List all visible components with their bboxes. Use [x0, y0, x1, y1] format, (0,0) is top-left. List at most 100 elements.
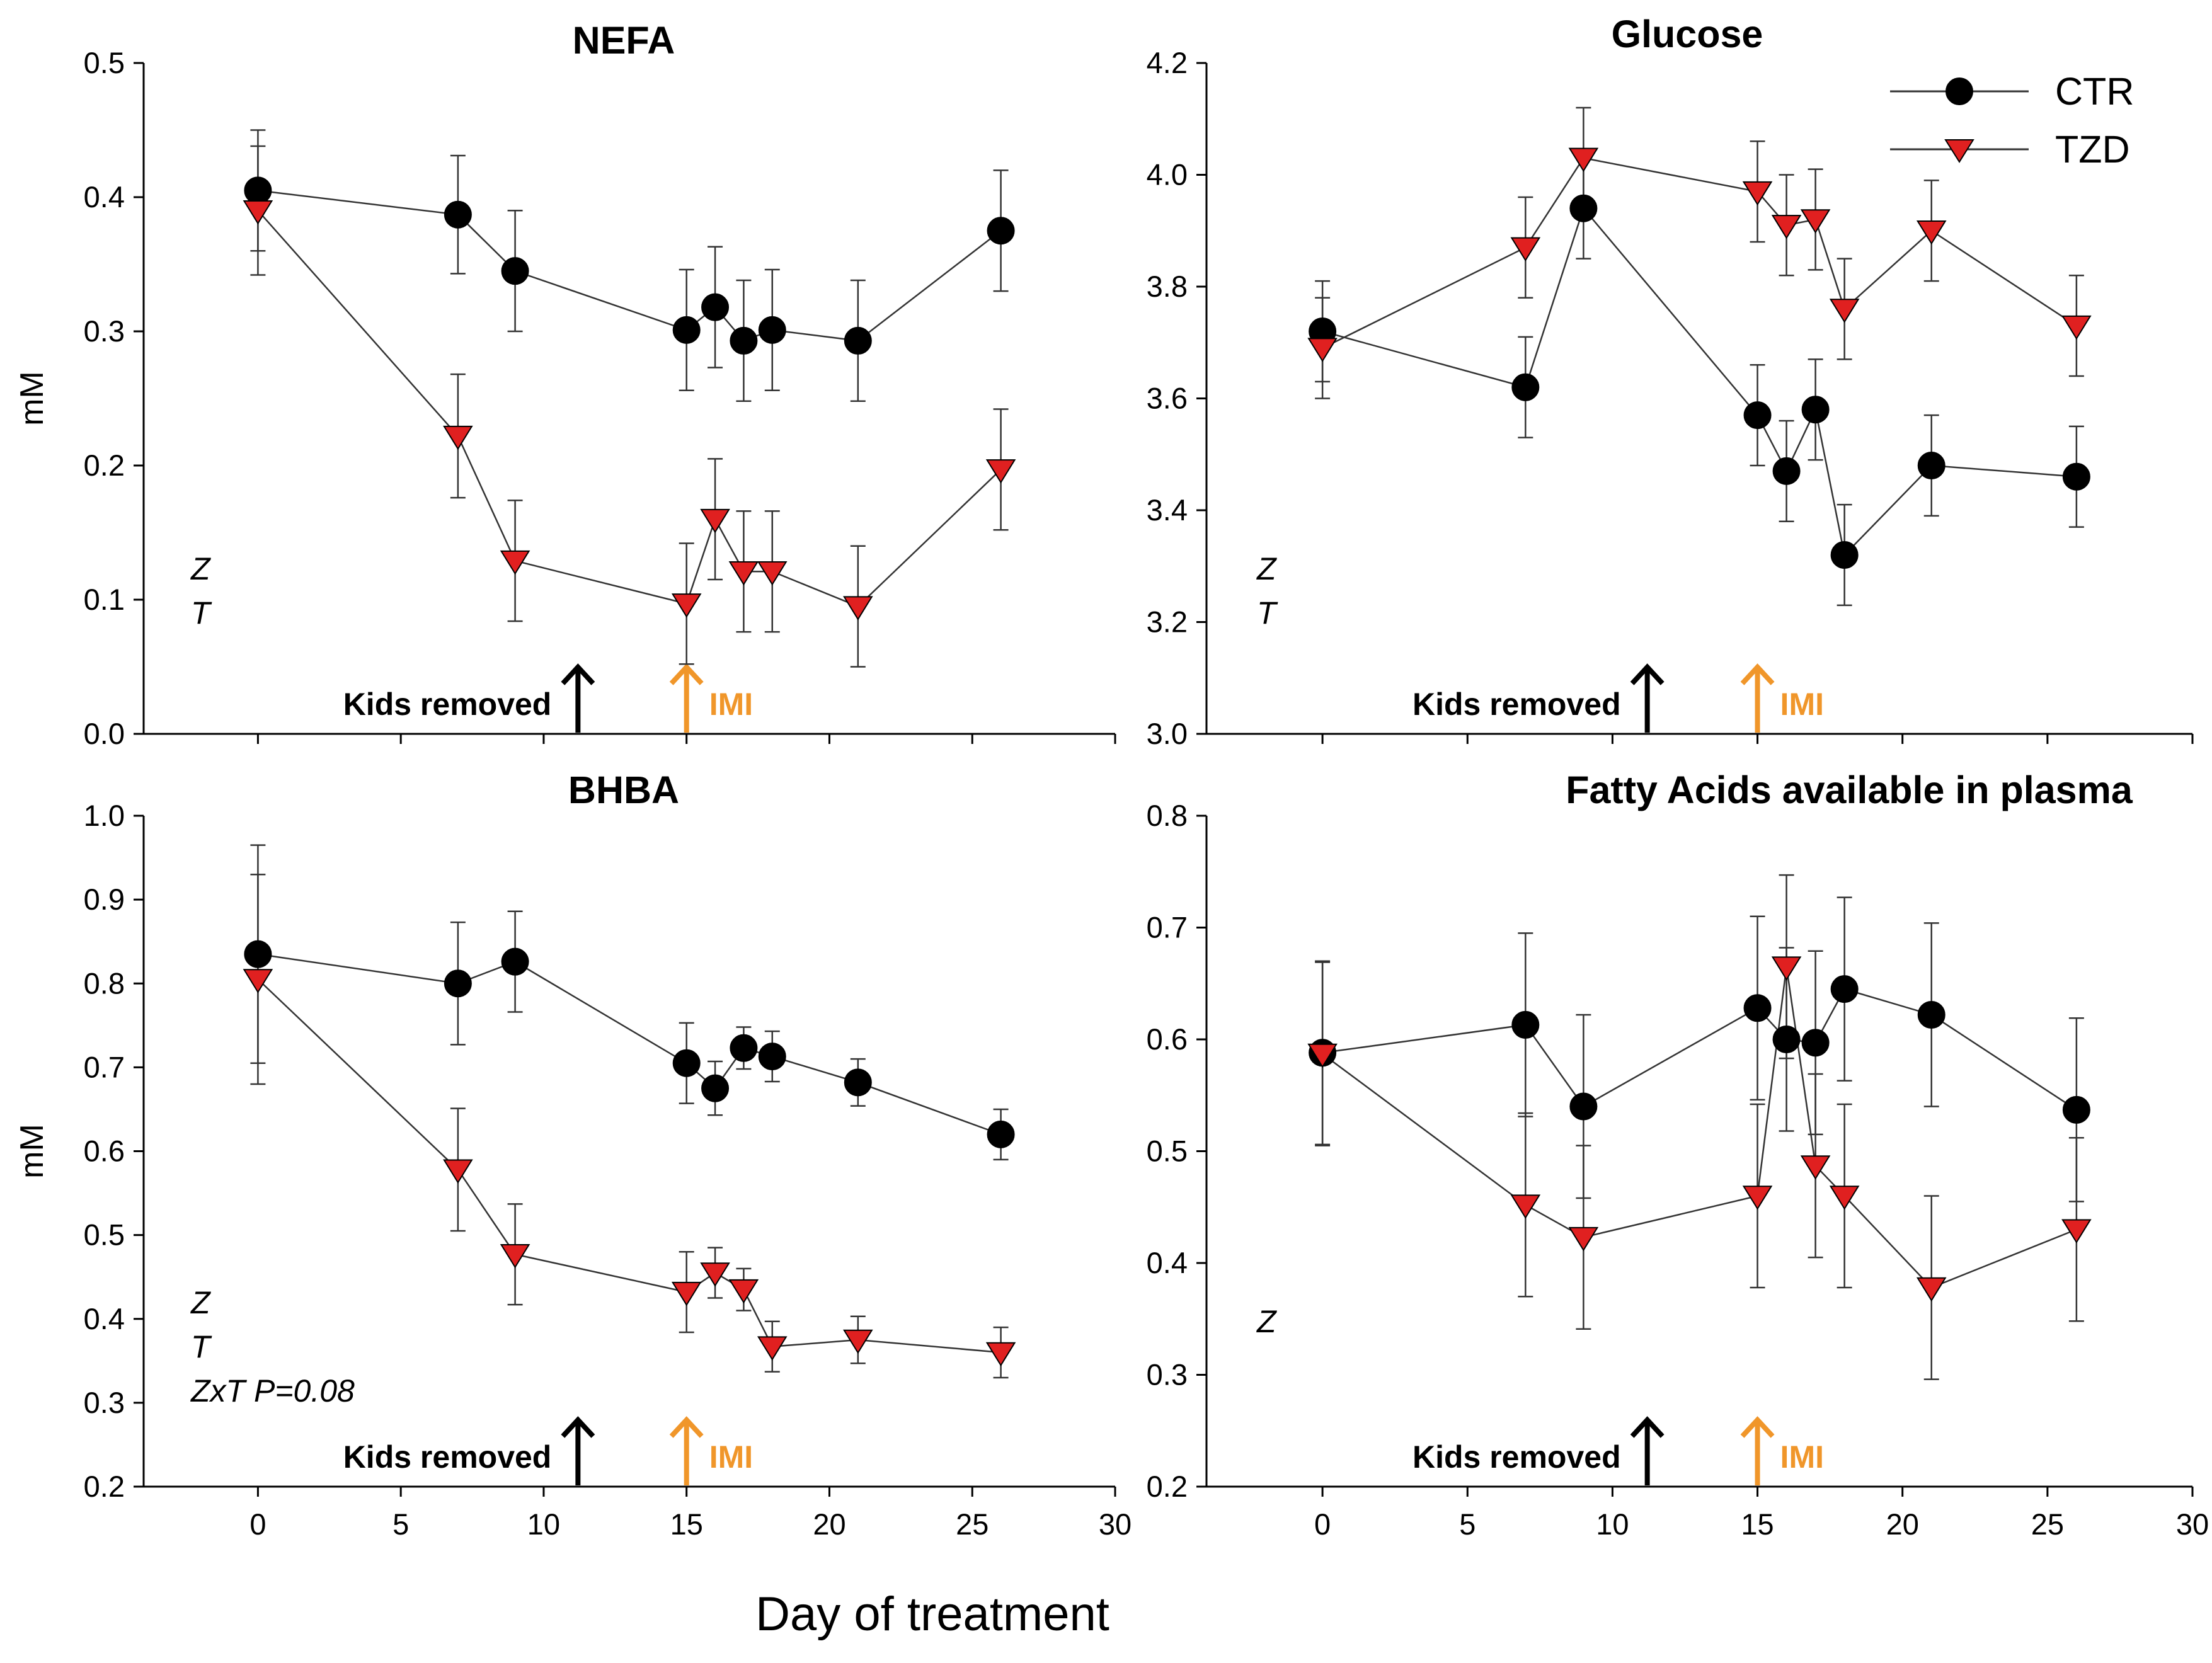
- y-tick-label: 0.5: [84, 46, 125, 79]
- y-tick-label: 0.3: [84, 314, 125, 348]
- data-point-tzd: [1568, 147, 1599, 173]
- markers-ctr: [1309, 975, 2090, 1124]
- stat-label: T: [1257, 595, 1278, 631]
- data-point-tzd: [700, 508, 730, 534]
- data-point-tzd: [2061, 315, 2092, 340]
- data-point-ctr: [730, 1034, 758, 1062]
- data-point-ctr: [1743, 401, 1772, 430]
- imi-arrow-icon: [669, 663, 704, 685]
- y-tick-label: 3.2: [1147, 605, 1188, 639]
- data-point-ctr: [758, 316, 786, 344]
- series-tzd: [250, 873, 1009, 1379]
- imi-arrow-icon: [1740, 663, 1775, 685]
- series-ctr: [250, 129, 1009, 403]
- y-tick-label: 0.2: [84, 1470, 125, 1503]
- markers-ctr: [1309, 194, 2090, 569]
- data-point-tzd: [1510, 237, 1541, 262]
- x-tick-label: 5: [1459, 1507, 1476, 1541]
- data-point-tzd: [728, 1279, 759, 1304]
- data-point-ctr: [844, 326, 872, 355]
- data-point-tzd: [671, 593, 702, 618]
- imi-label: IMI: [709, 1439, 753, 1475]
- y-tick-label: 0.6: [84, 1134, 125, 1168]
- panel-3: 0.2 0.3 0.4 0.5 0.6 0.7 0.8 0.9 1.0 0 5 10 15 20 25 30 B…: [14, 769, 1132, 1541]
- data-point-tzd: [1307, 1043, 1338, 1068]
- markers-ctr: [244, 940, 1015, 1148]
- panel-title: Glucose: [1612, 13, 1763, 55]
- series-tzd: [250, 145, 1009, 668]
- data-point-tzd: [1742, 1186, 1773, 1210]
- kids-arrow-icon: [561, 1416, 595, 1438]
- stat-label: T: [191, 1329, 212, 1364]
- data-point-ctr: [1511, 1010, 1540, 1039]
- data-point-tzd: [1568, 1226, 1599, 1252]
- y-tick-label: 0.8: [84, 966, 125, 1000]
- data-point-tzd: [757, 561, 788, 586]
- series-tzd: [1315, 874, 2084, 1380]
- data-point-ctr: [1772, 1026, 1801, 1053]
- data-point-tzd: [1800, 1155, 1831, 1180]
- imi-label: IMI: [1780, 687, 1824, 722]
- data-point-tzd: [728, 561, 759, 586]
- stat-label: Z: [1256, 551, 1277, 586]
- legend-item-tzd: TZD: [1890, 128, 2130, 171]
- data-point-tzd: [1771, 215, 1802, 239]
- data-point-ctr: [1801, 1029, 1830, 1057]
- data-point-tzd: [985, 1342, 1016, 1367]
- kids-removed-label: Kids removed: [343, 687, 552, 722]
- y-tick-label: 3.8: [1147, 270, 1188, 303]
- data-point-ctr: [444, 969, 472, 998]
- data-point-tzd: [443, 1159, 473, 1184]
- data-point-ctr: [987, 1120, 1015, 1148]
- y-tick-label: 3.0: [1147, 717, 1188, 750]
- data-point-tzd: [500, 1243, 530, 1269]
- y-tick-label: 0.2: [1147, 1470, 1188, 1503]
- y-tick-label: 0.7: [1147, 911, 1188, 944]
- y-axis-title: mM: [14, 371, 50, 426]
- data-point-ctr: [1743, 994, 1772, 1022]
- x-tick-label: 25: [2031, 1507, 2064, 1541]
- data-point-ctr: [501, 257, 529, 285]
- data-point-ctr: [501, 947, 529, 976]
- legend-label: CTR: [2055, 70, 2134, 113]
- data-point-tzd: [1800, 209, 1831, 234]
- panel-2: 3.0 3.2 3.4 3.6 3.8 4.0 4.2 Glucose ZT Kids remov…: [1147, 13, 2194, 750]
- kids-removed-label: Kids removed: [1413, 1439, 1621, 1475]
- data-point-ctr: [1830, 541, 1859, 569]
- kids-removed-label: Kids removed: [343, 1439, 552, 1475]
- y-axis-title: mM: [14, 1124, 50, 1179]
- kids-removed-label: Kids removed: [1413, 687, 1621, 722]
- data-point-tzd: [1771, 956, 1802, 981]
- data-point-ctr: [672, 316, 701, 344]
- y-tick-label: 0.6: [1147, 1022, 1188, 1056]
- y-tick-label: 1.0: [84, 799, 125, 832]
- y-tick-label: 4.0: [1147, 158, 1188, 191]
- y-tick-label: 3.4: [1147, 493, 1188, 527]
- data-point-tzd: [1829, 299, 1860, 323]
- stat-label: Z: [1256, 1304, 1277, 1339]
- y-tick-label: 3.6: [1147, 382, 1188, 415]
- stat-label: Z: [190, 551, 211, 586]
- x-tick-label: 10: [527, 1507, 560, 1541]
- data-point-tzd: [985, 459, 1016, 484]
- x-tick-label: 25: [956, 1507, 989, 1541]
- legend-marker-ctr: [1946, 77, 1973, 105]
- stat-label: Z: [190, 1285, 211, 1320]
- data-point-ctr: [244, 176, 272, 205]
- y-tick-label: 0.4: [84, 180, 125, 214]
- imi-arrow-icon: [1740, 1416, 1775, 1438]
- data-point-ctr: [844, 1068, 872, 1097]
- data-point-tzd: [1916, 1277, 1947, 1302]
- y-tick-label: 0.2: [84, 449, 125, 482]
- series-line: [257, 978, 1001, 1354]
- data-point-ctr: [758, 1043, 786, 1071]
- y-tick-label: 0.7: [84, 1050, 125, 1083]
- y-tick-label: 4.2: [1147, 46, 1188, 79]
- legend-item-ctr: CTR: [1890, 70, 2134, 113]
- y-tick-label: 0.1: [84, 583, 125, 616]
- y-tick-label: 0.3: [1147, 1358, 1188, 1392]
- x-tick-label: 5: [393, 1507, 409, 1541]
- data-point-tzd: [700, 1262, 730, 1287]
- data-point-tzd: [2061, 1219, 2092, 1244]
